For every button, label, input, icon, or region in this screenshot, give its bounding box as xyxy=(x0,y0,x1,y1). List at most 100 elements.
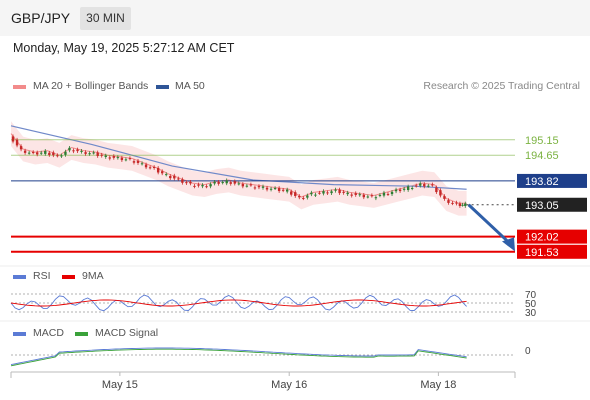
rsi-ma-line xyxy=(10,299,467,307)
candle-body xyxy=(217,181,220,184)
candle-body xyxy=(181,179,184,183)
candle-body xyxy=(346,192,349,195)
rsi-line xyxy=(10,294,467,312)
candle-body xyxy=(201,184,204,187)
candle-body xyxy=(173,175,176,179)
candle-body xyxy=(382,192,386,196)
candle-body xyxy=(100,154,103,156)
candle-body xyxy=(394,189,398,192)
candle-body xyxy=(189,181,192,184)
candle-body xyxy=(233,181,236,184)
candle-body xyxy=(386,193,390,195)
candle-body xyxy=(398,189,402,192)
candle-body xyxy=(261,186,265,188)
level-label-193.82: 193.82 xyxy=(525,176,559,188)
candle-body xyxy=(241,184,245,187)
forecast-arrow-line xyxy=(467,203,512,245)
legend-rsi: RSI xyxy=(33,270,51,282)
candle-body xyxy=(48,152,51,155)
candle-body xyxy=(88,153,91,155)
candle-body xyxy=(169,175,172,179)
candle-body xyxy=(136,160,140,163)
candle-body xyxy=(31,152,35,154)
candle-body xyxy=(253,187,257,189)
candle-body xyxy=(209,184,212,187)
candle-body xyxy=(366,196,370,198)
candle-body xyxy=(269,188,273,190)
legend-swatch-ma50 xyxy=(156,85,169,89)
candle-body xyxy=(56,155,59,157)
candle-body xyxy=(415,185,418,187)
candle-body xyxy=(44,150,47,154)
candle-body xyxy=(128,158,132,160)
candle-body xyxy=(36,152,39,155)
candle-body xyxy=(60,155,63,157)
research-credit: Research © 2025 Trading Central xyxy=(423,80,580,92)
candle-body xyxy=(390,191,394,195)
candle-body xyxy=(120,157,124,161)
rsi-level-label-30: 30 xyxy=(525,308,537,319)
datetime-label: Monday, May 19, 2025 5:27:12 AM CET xyxy=(13,41,235,55)
candle-body xyxy=(197,184,200,186)
candle-body xyxy=(76,149,79,152)
candle-body xyxy=(225,180,228,184)
timeframe-button[interactable]: 30 MIN xyxy=(80,7,131,30)
candle-body xyxy=(64,151,67,155)
candle-body xyxy=(80,150,83,152)
candle-body xyxy=(406,186,410,191)
candle-body xyxy=(362,194,365,198)
candle-body xyxy=(458,203,462,206)
candle-body xyxy=(423,184,426,187)
chart-header: GBP/JPY 30 MIN xyxy=(0,0,590,36)
legend-ma50: MA 50 xyxy=(175,80,205,92)
candle-body xyxy=(298,195,301,198)
candle-body xyxy=(140,163,144,165)
candle-body xyxy=(148,167,152,169)
candle-body xyxy=(273,188,277,190)
legend-swatch-ma20 xyxy=(13,85,26,89)
candle-body xyxy=(19,146,23,150)
legend-swatch-rsi xyxy=(13,275,26,279)
candle-body xyxy=(342,191,345,193)
rsi-level-label-50: 50 xyxy=(525,299,537,310)
candle-body xyxy=(410,187,414,189)
level-label-194.65: 194.65 xyxy=(525,150,559,162)
candle-body xyxy=(358,194,361,196)
candle-body xyxy=(165,174,168,176)
macd-line xyxy=(10,347,467,366)
candle-body xyxy=(112,156,116,158)
x-tick-label: May 18 xyxy=(420,379,456,391)
candle-body xyxy=(338,189,341,194)
candle-body xyxy=(237,183,241,185)
candle-body xyxy=(402,188,406,190)
candle-body xyxy=(213,181,216,184)
legend-macd: MACD xyxy=(33,327,64,339)
level-box-192.02 xyxy=(517,229,587,244)
candle-body xyxy=(334,189,337,191)
candle-body xyxy=(221,182,224,184)
candle-body xyxy=(185,182,188,184)
candle-body xyxy=(447,200,450,203)
candle-body xyxy=(277,188,281,192)
level-label-193.05: 193.05 xyxy=(525,200,559,212)
candle-body xyxy=(152,167,156,169)
candle-body xyxy=(72,150,75,152)
candle-body xyxy=(439,190,442,196)
ma20-line xyxy=(10,133,467,204)
candle-body xyxy=(374,197,378,199)
candle-body xyxy=(177,178,180,180)
candle-body xyxy=(330,191,333,194)
legend-macd-signal: MACD Signal xyxy=(95,327,159,339)
candle-body xyxy=(205,186,208,188)
candle-body xyxy=(427,185,430,187)
candle-body xyxy=(281,189,285,191)
candle-body xyxy=(350,194,353,196)
candle-body xyxy=(15,139,19,146)
candle-body xyxy=(370,195,374,197)
legend-swatch-macd-signal xyxy=(75,332,88,336)
candle-body xyxy=(245,185,249,187)
macd-signal-line xyxy=(10,348,467,367)
candle-body xyxy=(265,187,269,190)
x-tick-label: May 15 xyxy=(102,379,138,391)
